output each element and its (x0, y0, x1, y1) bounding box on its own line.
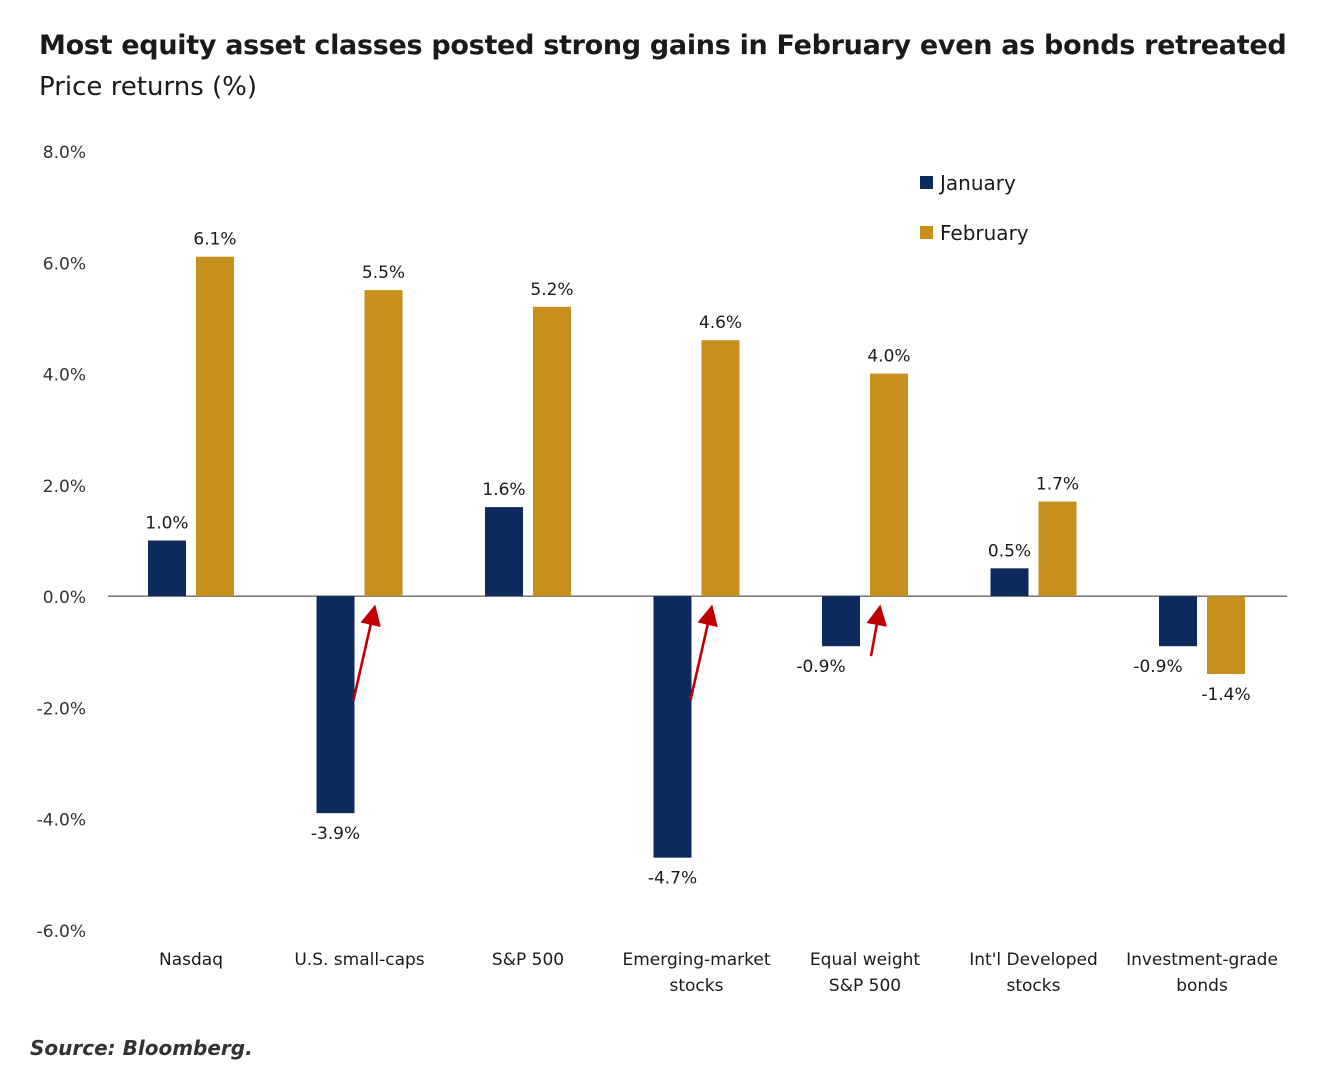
category-label: Nasdaq (159, 950, 223, 970)
bar-january (822, 596, 860, 647)
data-label: -0.9% (796, 657, 845, 677)
data-label: 1.0% (145, 514, 188, 534)
y-tick-label: 2.0% (43, 477, 86, 497)
data-label: 4.6% (699, 313, 742, 333)
data-label: 6.1% (193, 230, 236, 250)
data-label: -3.9% (311, 824, 360, 844)
y-tick-label: -2.0% (37, 699, 86, 719)
bar-january (1159, 596, 1197, 647)
y-tick-label: -4.0% (37, 811, 86, 831)
data-label: -0.9% (1133, 657, 1182, 677)
category-label: Emerging-market (623, 950, 771, 970)
category-label: Int'l Developed (969, 950, 1098, 970)
category-label: Investment-grade (1126, 950, 1278, 970)
data-label: -1.4% (1201, 685, 1250, 705)
bar-january (148, 540, 186, 597)
category-label: stocks (670, 976, 724, 996)
bar-february (870, 373, 908, 597)
chart-title: Most equity asset classes posted strong … (39, 30, 1287, 61)
legend-swatch (920, 176, 933, 189)
data-label: 5.5% (362, 263, 405, 283)
y-tick-label: -6.0% (37, 922, 86, 942)
data-label: 4.0% (867, 347, 910, 367)
bar-february (364, 290, 403, 597)
category-label: U.S. small-caps (294, 950, 424, 970)
bar-february (1038, 501, 1077, 597)
y-tick-label: 8.0% (43, 143, 86, 163)
category-label: stocks (1007, 976, 1061, 996)
bar-january (316, 596, 355, 814)
category-label: bonds (1176, 976, 1228, 996)
bar-january (485, 507, 523, 597)
bar-february (701, 340, 740, 597)
y-tick-label: 0.0% (43, 588, 86, 608)
bar-february (196, 256, 234, 597)
chart-subtitle: Price returns (%) (39, 72, 257, 102)
data-label: 1.7% (1036, 475, 1079, 495)
annotation-arrow (689, 604, 718, 701)
legend-swatch (920, 226, 933, 239)
data-label: -4.7% (648, 869, 697, 889)
source-note: Source: Bloomberg. (30, 1036, 253, 1060)
y-tick-label: 4.0% (43, 366, 86, 386)
category-label: S&P 500 (492, 950, 564, 970)
bar-january (653, 596, 692, 858)
data-label: 5.2% (530, 280, 573, 300)
y-tick-label: 6.0% (43, 254, 86, 274)
legend-label: February (940, 221, 1029, 245)
annotation-arrow (866, 604, 887, 657)
category-label: S&P 500 (829, 976, 901, 996)
bar-january (990, 568, 1029, 597)
data-label: 0.5% (988, 541, 1031, 561)
category-label: Equal weight (810, 950, 921, 970)
legend-label: January (938, 171, 1016, 195)
bar-february (533, 306, 571, 597)
annotation-arrow (352, 604, 381, 701)
bar-february (1207, 596, 1245, 675)
data-label: 1.6% (482, 480, 525, 500)
